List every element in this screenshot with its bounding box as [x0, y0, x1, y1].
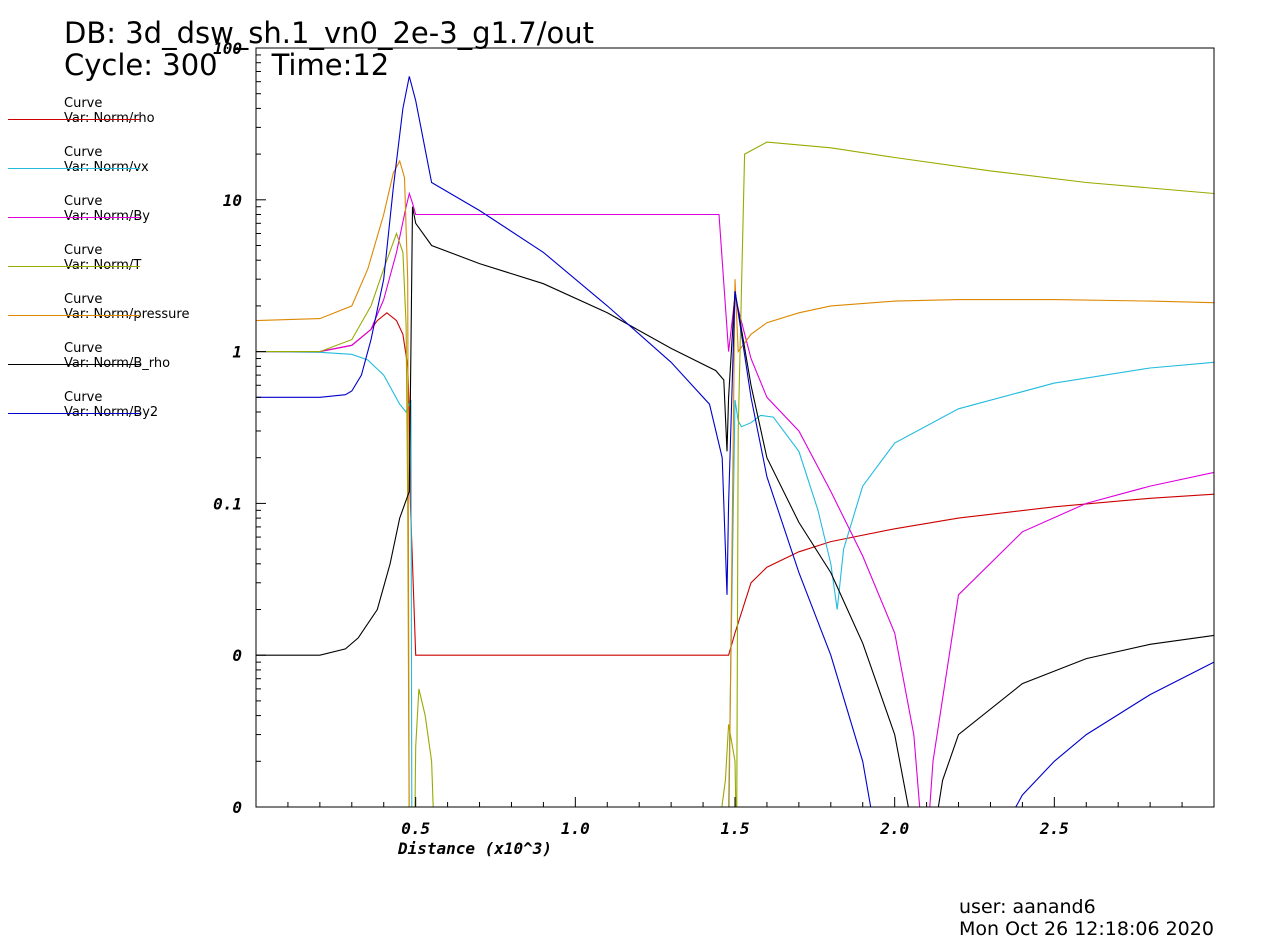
y-tick-label: 0.1: [213, 494, 242, 513]
axis-layer: 0.5 1.0 1.5 2.0 2.5 100 10 1 0.1 0 0: [213, 39, 1183, 838]
time-label: Time:12: [271, 48, 390, 82]
legend-swatch: [8, 119, 140, 120]
legend-swatch: [8, 217, 140, 218]
legend-label: Curve: [64, 341, 103, 356]
legend-var: Var: Norm/pressure: [64, 307, 190, 322]
y-tick-label: 0: [232, 798, 242, 817]
legend-label: Curve: [64, 292, 103, 307]
series-line-norm-b-rho: [256, 206, 1214, 807]
x-tick-label: 2.5: [1039, 819, 1069, 838]
legend-var: Var: Norm/B_rho: [64, 356, 171, 371]
legend-var: Var: Norm/By2: [64, 405, 159, 420]
legend-swatch: [8, 168, 140, 169]
legend-item-b-rho: Curve Var: Norm/B_rho: [8, 342, 208, 390]
series-line-norm-pressure: [256, 159, 1214, 807]
y-tick-label: 0: [232, 646, 242, 665]
legend-var: Var: Norm/vx: [64, 160, 149, 175]
legend-label: Curve: [64, 390, 103, 405]
cycle-time-line: Cycle: 300 Time:12: [64, 50, 389, 80]
series-layer: [256, 76, 1214, 807]
y-tick-label: 100: [213, 39, 242, 58]
cycle-label: Cycle: 300: [64, 48, 218, 82]
series-line-norm-t: [256, 141, 1214, 807]
legend-swatch: [8, 413, 140, 414]
y-tick-label: 10: [223, 191, 242, 210]
legend-var: Var: Norm/By: [64, 209, 150, 224]
legend-item-t: Curve Var: Norm/T: [8, 244, 208, 292]
legend-item-rho: Curve Var: Norm/rho: [8, 97, 208, 145]
legend-swatch: [8, 315, 140, 316]
legend-swatch: [8, 364, 140, 365]
legend-item-pressure: Curve Var: Norm/pressure: [8, 293, 208, 341]
legend-label: Curve: [64, 145, 103, 160]
legend-label: Curve: [64, 194, 103, 209]
database-title: DB: 3d_dsw_sh.1_vn0_2e-3_g1.7/out: [64, 16, 594, 50]
series-line-norm-by: [256, 191, 1214, 807]
legend-swatch: [8, 266, 140, 267]
x-tick-label: 1.5: [721, 819, 750, 838]
date-label: Mon Oct 26 12:18:06 2020: [959, 918, 1214, 940]
user-label: user: aanand6: [959, 896, 1096, 918]
x-tick-label: 0.5: [401, 819, 430, 838]
series-line-norm-by2: [256, 76, 1214, 807]
x-tick-label: 1.0: [561, 819, 590, 838]
legend-item-by2: Curve Var: Norm/By2: [8, 391, 208, 439]
legend-var: Var: Norm/T: [64, 258, 142, 273]
x-tick-label: 2.0: [879, 819, 909, 838]
legend-label: Curve: [64, 243, 103, 258]
y-tick-label: 1: [232, 343, 242, 362]
legend-var: Var: Norm/rho: [64, 111, 155, 126]
series-line-norm-rho: [256, 312, 1214, 656]
x-axis-title: Distance (x10^3): [397, 839, 552, 858]
legend-item-by: Curve Var: Norm/By: [8, 195, 208, 243]
legend-item-vx: Curve Var: Norm/vx: [8, 146, 208, 194]
legend-label: Curve: [64, 96, 103, 111]
